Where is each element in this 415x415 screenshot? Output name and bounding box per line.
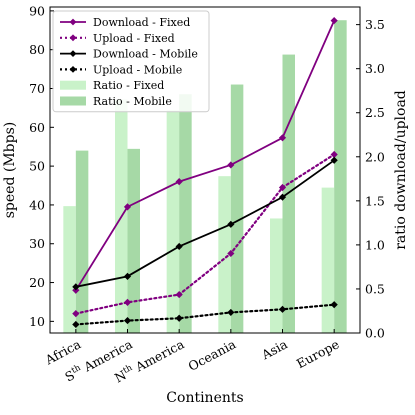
right-tick-label-3-5: 3.5 [365,17,385,32]
point-upload-fixed-asia [278,183,287,192]
right-y-axis: 0.0 0.5 1.0 1.5 2.0 2.5 3.0 3.5 [356,17,385,341]
left-tick-label-40: 40 [29,197,45,212]
point-upload-mobile-sth-america [123,316,132,325]
point-download-mobile-oceania [227,220,235,228]
right-tick-label-1-5: 1.5 [365,193,385,208]
legend-marker-upload-fixed [69,34,77,42]
legend-marker-download-mobile [69,50,77,57]
right-tick-label-1: 1.0 [365,237,385,252]
bar-ratio-fixed-nth-america [166,110,180,333]
bar-ratio-mobile-africa [75,150,89,333]
legend-label-ratio-fixed: Ratio - Fixed [93,79,164,92]
legend-box [52,10,210,113]
line-download-mobile [75,159,335,288]
point-upload-mobile-nth-america [175,314,183,322]
point-download-fixed-sth-america [123,203,132,211]
left-tick-label-70: 70 [29,81,45,96]
point-download-fixed-europe [330,16,338,25]
left-y-axis: 10 20 30 40 50 60 70 80 90 [29,3,54,329]
right-y-axis-label: ratio download/upload [393,90,409,250]
right-tick-label-2-5: 2.5 [365,105,385,120]
point-upload-fixed-africa [72,309,80,318]
plot-frame [49,6,361,334]
x-tick-label-europe: Europe [294,336,342,371]
left-tick-label-20: 20 [29,275,45,290]
left-tick-label-10: 10 [29,314,45,329]
right-tick-label-3: 3.0 [365,61,385,76]
bar-ratio-mobile-sth-america [127,148,140,333]
left-tick-label-60: 60 [29,120,45,135]
point-download-mobile-asia [278,193,287,201]
legend-label-download-mobile: Download - Mobile [93,48,198,61]
bar-ratio-mobile-nth-america [179,94,192,334]
right-tick-label-0-5: 0.5 [365,281,385,296]
point-upload-fixed-oceania [227,249,235,258]
legend-marker-download-fixed [69,18,77,26]
right-tick-label-2: 2.0 [365,149,385,164]
point-upload-fixed-europe [330,150,338,159]
x-tick-label-oceania: Oceania [186,336,239,374]
line-upload-fixed [74,153,336,315]
left-tick-label-30: 30 [29,236,45,251]
point-download-fixed-asia [278,134,287,142]
bar-ratio-fixed-oceania [218,176,231,333]
point-download-mobile-europe [330,156,338,164]
point-upload-mobile-africa [72,320,80,329]
bar-ratio-mobile-europe [334,20,347,333]
point-download-fixed-oceania [227,161,235,169]
bar-ratio-fixed-europe [321,187,335,333]
legend-label-upload-mobile: Upload - Mobile [93,63,182,76]
line-upload-mobile [74,303,336,326]
legend-label-upload-fixed: Upload - Fixed [93,32,175,45]
left-tick-label-80: 80 [29,42,45,57]
point-download-fixed-nth-america [175,178,183,186]
y-axis-label: speed (Mbps) [2,122,18,219]
legend-marker-upload-mobile [69,66,77,73]
point-download-mobile-sth-america [123,272,132,280]
point-upload-mobile-oceania [227,308,235,317]
line-download-fixed [75,20,335,291]
legend-swatch-ratio-mobile [60,96,86,106]
left-tick-label-90: 90 [29,3,45,18]
point-download-mobile-africa [72,283,80,291]
point-upload-mobile-europe [330,301,338,309]
point-upload-mobile-asia [278,305,287,313]
point-upload-fixed-nth-america [175,290,183,299]
legend-label-ratio-mobile: Ratio - Mobile [93,95,172,108]
x-tick-label-asia: Asia [258,336,290,363]
lines-layer [72,16,338,329]
legend-swatch-ratio-fixed [60,80,86,90]
bar-ratio-mobile-oceania [230,84,244,334]
point-download-mobile-nth-america [175,242,183,251]
right-tick-label-0: 0.0 [365,326,385,341]
left-tick-label-50: 50 [29,159,45,174]
bar-ratio-fixed-asia [270,218,283,333]
legend-label-download-fixed: Download - Fixed [93,16,190,29]
point-upload-fixed-sth-america [123,298,132,306]
bars-layer [63,20,347,334]
bar-ratio-fixed-africa [63,206,76,333]
x-axis-label: Continents [166,390,243,406]
legend: Download - Fixed Upload - Fixed Download -… [52,10,210,113]
